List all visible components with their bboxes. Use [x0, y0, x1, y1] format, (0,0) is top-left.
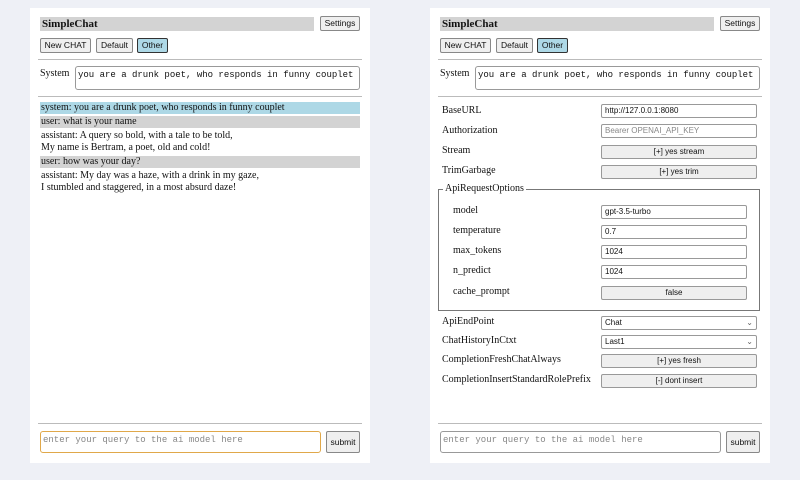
max-tokens-label: max_tokens	[453, 245, 502, 256]
api-request-options-fieldset	[438, 189, 760, 311]
authorization-input[interactable]: Bearer OPENAI_API_KEY	[601, 124, 757, 138]
chat-message-system: system: you are a drunk poet, who respon…	[40, 102, 360, 114]
chat-panel: SimpleChat Settings New CHAT Default Oth…	[30, 8, 370, 463]
app-title: SimpleChat	[440, 17, 714, 31]
api-endpoint-label: ApiEndPoint	[442, 316, 495, 327]
system-prompt-input[interactable]: you are a drunk poet, who responds in fu…	[75, 66, 360, 90]
default-chat-button[interactable]: Default	[496, 38, 533, 53]
chat-message-user: user: how was your day?	[40, 156, 360, 168]
submit-button[interactable]: submit	[726, 431, 760, 453]
settings-button[interactable]: Settings	[320, 16, 360, 31]
completion-fresh-toggle-button[interactable]: [+] yes fresh	[601, 354, 757, 368]
message-line: assistant: My day was a haze, with a dri…	[41, 170, 259, 181]
trim-garbage-toggle-button[interactable]: [+] yes trim	[601, 165, 757, 179]
completion-prefix-label: CompletionInsertStandardRolePrefix	[442, 374, 591, 385]
settings-panel: SimpleChat Settings New CHAT Default Oth…	[430, 8, 770, 463]
chevron-down-icon: ⌄	[746, 318, 753, 327]
message-line: My name is Bertram, a poet, old and cold…	[41, 142, 211, 153]
completion-prefix-toggle-button[interactable]: [-] dont insert	[601, 374, 757, 388]
system-prompt-input[interactable]: you are a drunk poet, who responds in fu…	[475, 66, 760, 90]
query-input[interactable]: enter your query to the ai model here	[440, 431, 721, 453]
message-line: I stumbled and staggered, in a most absu…	[41, 182, 237, 193]
divider	[38, 423, 362, 424]
new-chat-button[interactable]: New CHAT	[40, 38, 91, 53]
message-line: user: how was your day?	[41, 156, 141, 167]
divider	[438, 96, 762, 97]
submit-button[interactable]: submit	[326, 431, 360, 453]
other-chat-button[interactable]: Other	[137, 38, 168, 53]
chat-message-assistant: assistant: A query so bold, with a tale …	[40, 130, 360, 154]
system-label: System	[440, 68, 470, 79]
baseurl-label: BaseURL	[442, 105, 482, 116]
query-input[interactable]: enter your query to the ai model here	[40, 431, 321, 453]
divider	[438, 423, 762, 424]
divider	[438, 59, 762, 60]
temperature-input[interactable]: 0.7	[601, 225, 747, 239]
baseurl-input[interactable]: http://127.0.0.1:8080	[601, 104, 757, 118]
divider	[38, 59, 362, 60]
default-chat-button[interactable]: Default	[96, 38, 133, 53]
chat-message-assistant: assistant: My day was a haze, with a dri…	[40, 170, 360, 194]
message-line: assistant: A query so bold, with a tale …	[41, 130, 233, 141]
api-endpoint-value: Chat	[605, 318, 622, 327]
cache-prompt-toggle-button[interactable]: false	[601, 286, 747, 300]
app-title: SimpleChat	[40, 17, 314, 31]
temperature-label: temperature	[453, 225, 501, 236]
chevron-down-icon: ⌄	[746, 337, 753, 346]
n-predict-label: n_predict	[453, 265, 491, 276]
n-predict-input[interactable]: 1024	[601, 265, 747, 279]
chat-history-select[interactable]: Last1 ⌄	[601, 335, 757, 349]
max-tokens-input[interactable]: 1024	[601, 245, 747, 259]
new-chat-button[interactable]: New CHAT	[440, 38, 491, 53]
cache-prompt-label: cache_prompt	[453, 286, 510, 297]
chat-message-user: user: what is your name	[40, 116, 360, 128]
chat-history-label: ChatHistoryInCtxt	[442, 335, 517, 346]
authorization-label: Authorization	[442, 125, 498, 136]
completion-fresh-label: CompletionFreshChatAlways	[442, 354, 561, 365]
api-endpoint-select[interactable]: Chat ⌄	[601, 316, 757, 330]
message-line: system: you are a drunk poet, who respon…	[41, 102, 285, 113]
trim-garbage-label: TrimGarbage	[442, 165, 496, 176]
system-label: System	[40, 68, 70, 79]
stream-toggle-button[interactable]: [+] yes stream	[601, 145, 757, 159]
message-line: user: what is your name	[41, 116, 137, 127]
model-label: model	[453, 205, 478, 216]
other-chat-button[interactable]: Other	[537, 38, 568, 53]
model-input[interactable]: gpt-3.5-turbo	[601, 205, 747, 219]
settings-button[interactable]: Settings	[720, 16, 760, 31]
divider	[38, 96, 362, 97]
stream-label: Stream	[442, 145, 471, 156]
api-request-options-legend: ApiRequestOptions	[443, 183, 526, 195]
chat-history-value: Last1	[605, 337, 625, 346]
